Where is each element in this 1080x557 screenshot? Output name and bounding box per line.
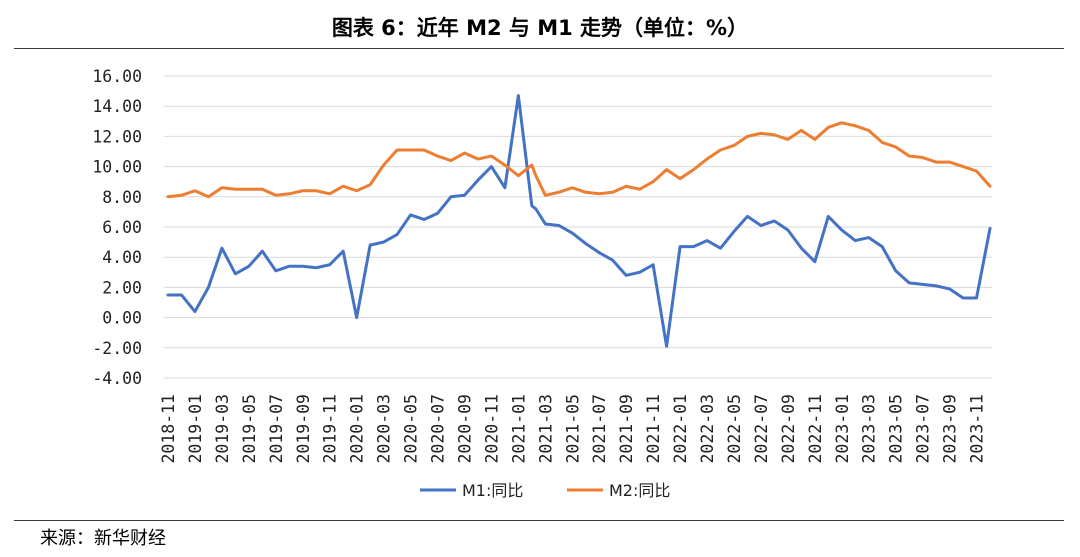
series-line-m1 xyxy=(166,94,992,348)
y-tick-label: -2.00 xyxy=(92,339,142,358)
x-tick-label: 2020-09 xyxy=(455,394,474,464)
x-tick-label: 2021-07 xyxy=(590,394,609,464)
y-tick-label: 12.00 xyxy=(92,127,142,146)
series-line-m2 xyxy=(166,121,992,199)
chart-title: 图表 6：近年 M2 与 M1 走势（单位：%） xyxy=(331,16,749,40)
x-tick-label: 2023-03 xyxy=(860,394,879,464)
x-tick-label: 2019-01 xyxy=(186,394,205,464)
x-tick-label: 2019-11 xyxy=(321,394,340,464)
line-chart: 16.00 14.00 12.00 10.00 8.00 6.00 4.00 2.00 0.00… xyxy=(92,67,992,500)
x-tick-label: 2023-05 xyxy=(887,394,906,464)
legend: M1:同比 M2:同比 xyxy=(420,481,670,500)
x-tick-label: 2019-09 xyxy=(294,394,313,464)
x-tick-label: 2018-11 xyxy=(159,394,178,464)
x-tick-label: 2022-11 xyxy=(806,394,825,464)
x-tick-label: 2022-05 xyxy=(725,394,744,464)
x-tick-label: 2021-11 xyxy=(644,394,663,464)
x-tick-label: 2019-07 xyxy=(267,394,286,464)
x-tick-label: 2021-05 xyxy=(563,394,582,464)
x-tick-label: 2021-09 xyxy=(617,394,636,464)
legend-label: M1:同比 xyxy=(462,481,523,500)
bottom-rule xyxy=(14,520,1064,521)
x-tick-label: 2020-01 xyxy=(348,394,367,464)
legend-label: M2:同比 xyxy=(609,481,670,500)
y-tick-label: 10.00 xyxy=(92,158,142,177)
y-tick-label: 0.00 xyxy=(102,309,142,328)
y-tick-label: 14.00 xyxy=(92,97,142,116)
top-rule xyxy=(14,48,1064,49)
y-tick-label: 16.00 xyxy=(92,67,142,86)
x-tick-label: 2019-05 xyxy=(240,394,259,464)
y-tick-label: 2.00 xyxy=(102,278,142,297)
y-tick-label: -4.00 xyxy=(92,369,142,388)
x-tick-label: 2021-01 xyxy=(509,394,528,464)
x-tick-label: 2021-03 xyxy=(536,394,555,464)
x-tick-label: 2022-07 xyxy=(752,394,771,464)
x-tick-label: 2019-03 xyxy=(213,394,232,464)
x-tick-label: 2022-03 xyxy=(698,394,717,464)
x-tick-label: 2020-05 xyxy=(402,394,421,464)
x-tick-label: 2023-09 xyxy=(941,394,960,464)
x-tick-label: 2023-11 xyxy=(968,394,987,464)
y-tick-label: 4.00 xyxy=(102,248,142,267)
x-tick-label: 2020-07 xyxy=(429,394,448,464)
x-tick-labels: 2018-11 2019-01 2019-03 2019-05 2019-07 2019-… xyxy=(159,394,987,464)
x-tick-label: 2023-01 xyxy=(833,394,852,464)
series-lines xyxy=(166,94,992,348)
y-tick-labels: 16.00 14.00 12.00 10.00 8.00 6.00 4.00 2.00 0.00… xyxy=(92,67,142,388)
x-tick-label: 2020-11 xyxy=(482,394,501,464)
x-tick-label: 2022-09 xyxy=(779,394,798,464)
x-tick-label: 2022-01 xyxy=(671,394,690,464)
y-tick-label: 8.00 xyxy=(102,188,142,207)
gridlines xyxy=(164,75,992,379)
y-tick-label: 6.00 xyxy=(102,218,142,237)
source-note: 来源：新华财经 xyxy=(40,528,166,549)
x-tick-label: 2020-03 xyxy=(375,394,394,464)
x-tick-label: 2023-07 xyxy=(914,394,933,464)
